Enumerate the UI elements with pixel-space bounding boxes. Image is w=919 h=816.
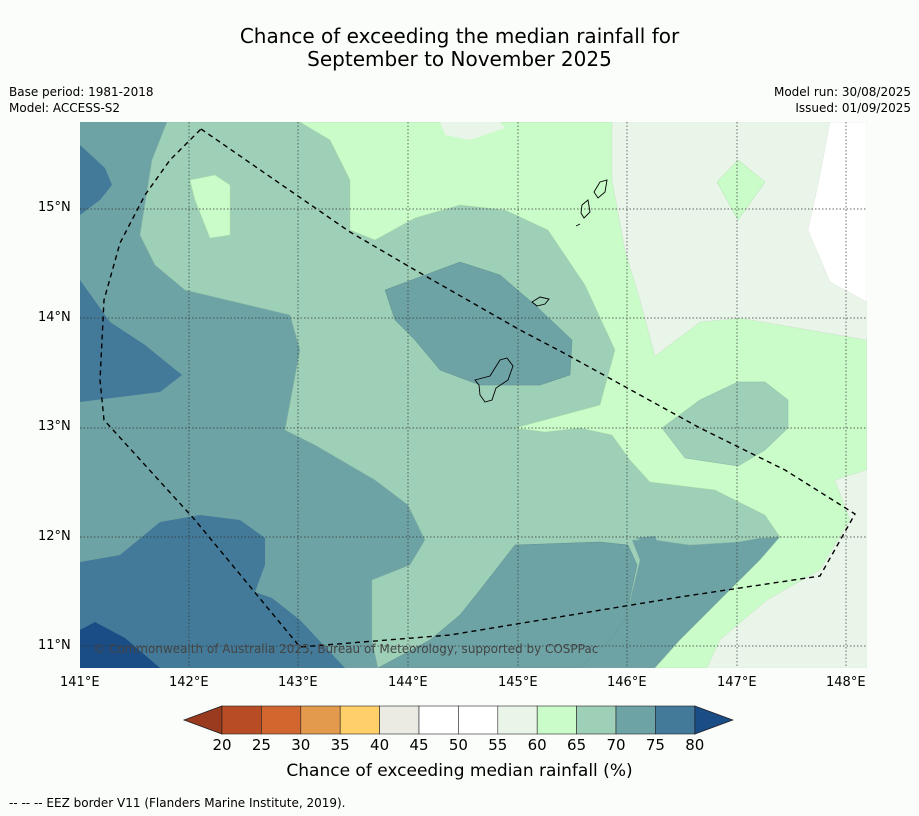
region-70-75-patch bbox=[635, 536, 658, 544]
colorbar-title: Chance of exceeding median rainfall (%) bbox=[286, 761, 633, 781]
lat-tick: 14°N bbox=[38, 310, 71, 325]
eez-border bbox=[99, 128, 856, 648]
base-period-text: Base period: 1981-2018 bbox=[9, 85, 154, 99]
region-65-70-patch bbox=[661, 381, 789, 467]
lon-tick: 142°E bbox=[169, 675, 209, 690]
colorbar-tick-label: 70 bbox=[606, 736, 626, 754]
colorbar-tick-label: 75 bbox=[645, 736, 665, 754]
region-70-75-patch bbox=[384, 261, 573, 386]
colorbar bbox=[182, 705, 734, 735]
lon-tick: 146°E bbox=[607, 675, 647, 690]
lat-tick: 15°N bbox=[38, 200, 71, 215]
colorbar-segment bbox=[261, 705, 302, 735]
region-above-80 bbox=[80, 622, 160, 668]
island-tinian bbox=[580, 199, 591, 219]
colorbar-segment bbox=[497, 705, 538, 735]
island-saipan bbox=[593, 179, 608, 199]
colorbar-segment bbox=[300, 705, 341, 735]
map-title-line2: September to November 2025 bbox=[307, 47, 612, 71]
colorbar-tick-label: 25 bbox=[251, 736, 271, 754]
region-light-north bbox=[440, 122, 505, 140]
region-70-75-patch bbox=[377, 541, 638, 668]
lon-tick: 145°E bbox=[498, 675, 538, 690]
island-rota bbox=[531, 296, 550, 307]
colorbar-segment bbox=[339, 705, 380, 735]
lat-tick: 11°N bbox=[38, 638, 71, 653]
colorbar-segment bbox=[536, 705, 577, 735]
eez-footnote: -- -- -- EEZ border V11 (Flanders Marine… bbox=[9, 796, 346, 810]
colorbar-segment bbox=[615, 705, 656, 735]
colorbar-tick-label: 45 bbox=[409, 736, 429, 754]
lon-tick: 147°E bbox=[717, 675, 757, 690]
colorbar-segment bbox=[655, 705, 696, 735]
colorbar-tick-label: 55 bbox=[488, 736, 508, 754]
lon-tick: 143°E bbox=[278, 675, 318, 690]
lon-tick: 148°E bbox=[826, 675, 866, 690]
map-title-line1: Chance of exceeding the median rainfall … bbox=[239, 24, 680, 48]
colorbar-segment bbox=[576, 705, 617, 735]
model-run-text: Model run: 30/08/2025 bbox=[773, 85, 911, 99]
colorbar-extend-high bbox=[694, 705, 734, 735]
region-55-60 bbox=[611, 122, 867, 668]
issued-text: Issued: 01/09/2025 bbox=[795, 101, 911, 115]
credit-text: © Commonwealth of Australia 2025, Bureau… bbox=[93, 642, 599, 656]
colorbar-extend-low bbox=[182, 705, 223, 735]
region-75-80 bbox=[80, 145, 112, 215]
island-guam bbox=[474, 357, 514, 403]
region-75-80 bbox=[80, 280, 182, 402]
region-60-65-patch bbox=[189, 174, 231, 239]
island-small bbox=[575, 223, 581, 227]
region-60-65-patch bbox=[716, 159, 766, 221]
colorbar-tick-label: 40 bbox=[370, 736, 390, 754]
lat-tick: 12°N bbox=[38, 529, 71, 544]
colorbar-segment bbox=[379, 705, 420, 735]
colorbar-tick-label: 20 bbox=[212, 736, 232, 754]
colorbar-tick-label: 65 bbox=[567, 736, 587, 754]
colorbar-tick-label: 80 bbox=[685, 736, 705, 754]
region-75-80 bbox=[80, 515, 345, 668]
colorbar-tick-label: 50 bbox=[448, 736, 468, 754]
region-50-55 bbox=[807, 122, 867, 303]
colorbar-segment bbox=[221, 705, 262, 735]
colorbar-tick-label: 35 bbox=[330, 736, 350, 754]
model-text: Model: ACCESS-S2 bbox=[9, 101, 121, 115]
lon-tick: 141°E bbox=[60, 675, 100, 690]
colorbar-tick-label: 30 bbox=[291, 736, 311, 754]
colorbar-tick-label: 60 bbox=[527, 736, 547, 754]
lat-tick: 13°N bbox=[38, 419, 71, 434]
colorbar-segment bbox=[458, 705, 499, 735]
colorbar-segment bbox=[418, 705, 459, 735]
lon-tick: 144°E bbox=[388, 675, 428, 690]
